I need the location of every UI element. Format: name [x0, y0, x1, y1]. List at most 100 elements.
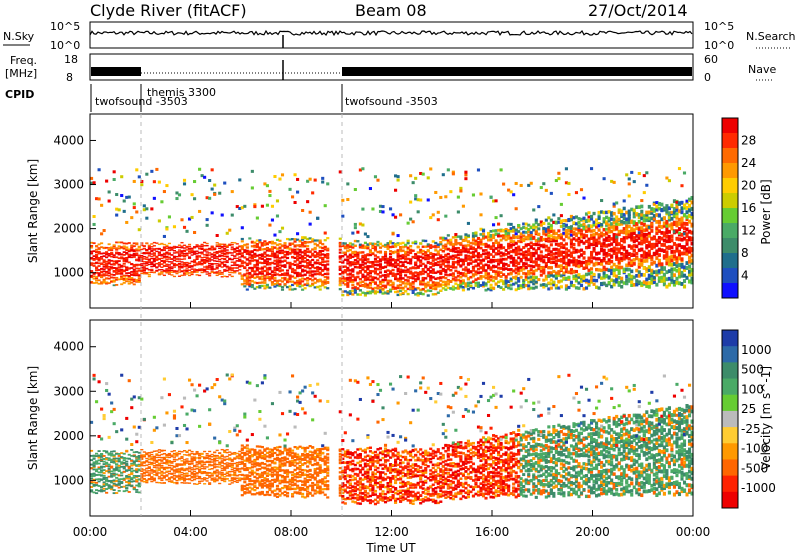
echo-cell: [540, 186, 543, 189]
beam-title: Beam 08: [355, 1, 427, 20]
echo-cell: [339, 288, 342, 290]
echo-cell: [346, 182, 349, 185]
power-heatmap: [90, 167, 694, 297]
echo-cell: [618, 269, 621, 273]
echo-cell: [120, 428, 123, 431]
echo-cell: [138, 278, 141, 280]
echo-cell: [183, 258, 186, 259]
echo-cell: [145, 242, 148, 243]
echo-cell: [500, 214, 503, 217]
echo-cell: [203, 176, 206, 179]
echo-cell: [545, 189, 548, 192]
echo-cell: [294, 240, 297, 242]
nave-top-tick: 60: [704, 53, 718, 66]
echo-cell: [414, 177, 417, 180]
echo-cell: [306, 245, 309, 247]
echo-cell: [464, 177, 467, 180]
echo-cell: [442, 173, 445, 176]
echo-cell: [193, 197, 196, 200]
echo-cell: [643, 191, 646, 194]
echo-cell: [392, 232, 395, 235]
echo-cell: [95, 400, 98, 403]
echo-cell: [213, 193, 216, 196]
echo-cell: [339, 170, 342, 173]
echo-cell: [670, 238, 673, 242]
echo-cell: [98, 168, 101, 171]
echo-cell: [316, 217, 319, 220]
echo-cell: [213, 255, 216, 256]
echo-cell: [600, 199, 603, 202]
echo-cell: [100, 242, 103, 244]
echo-cell: [188, 256, 191, 257]
echo-cell: [278, 178, 281, 181]
echo-cell: [432, 268, 435, 270]
echo-cell: [233, 255, 236, 256]
echo-cell: [268, 267, 271, 269]
echo-cell: [515, 207, 518, 210]
echo-cell: [623, 240, 626, 244]
echo-cell: [198, 275, 201, 276]
echo-cell: [110, 252, 113, 254]
y-tick-label: 4000: [53, 133, 84, 147]
echo-cell: [261, 273, 264, 275]
echo-cell: [93, 458, 96, 460]
echo-cell: [512, 257, 515, 260]
echo-cell: [170, 274, 173, 275]
nave-bottom-tick: 0: [704, 71, 711, 84]
echo-cell: [123, 263, 126, 265]
echo-cell: [419, 242, 422, 244]
echo-cell: [216, 234, 219, 237]
echo-cell: [196, 271, 199, 272]
echo-cell: [153, 261, 156, 262]
echo-cell: [120, 482, 123, 484]
echo-cell: [459, 242, 462, 245]
echo-cell: [608, 275, 611, 278]
echo-cell: [439, 241, 442, 243]
echo-cell: [241, 240, 244, 242]
echo-cell: [492, 279, 495, 282]
echo-cell: [201, 264, 204, 265]
echo-cell: [125, 463, 128, 465]
echo-cell: [449, 269, 452, 271]
echo-cell: [130, 449, 133, 451]
echo-cell: [165, 184, 168, 187]
echo-cell: [153, 252, 156, 253]
echo-cell: [603, 249, 606, 252]
echo-cell: [238, 259, 241, 260]
echo-cell: [582, 251, 585, 254]
echo-cell: [467, 288, 470, 291]
echo-cell: [444, 195, 447, 198]
echo-cell: [301, 209, 304, 212]
echo-cell: [339, 284, 342, 286]
echo-cell: [306, 200, 309, 203]
echo-cell: [600, 262, 603, 265]
echo-cell: [273, 175, 276, 178]
nsky-bottom-tick: 10^0: [50, 39, 80, 52]
echo-cell: [424, 240, 427, 242]
echo-cell: [447, 253, 450, 255]
echo-cell: [296, 232, 299, 235]
echo-cell: [268, 258, 271, 260]
echo-cell: [261, 268, 264, 270]
echo-cell: [407, 279, 410, 281]
echo-cell: [153, 180, 156, 183]
echo-cell: [108, 436, 111, 439]
echo-cell: [467, 222, 470, 225]
echo-cell: [567, 193, 570, 196]
echo-cell: [153, 245, 156, 246]
echo-cell: [474, 231, 477, 234]
echo-cell: [281, 227, 284, 230]
echo-cell: [361, 251, 364, 253]
echo-cell: [241, 226, 244, 229]
echo-cell: [243, 285, 246, 287]
echo-cell: [464, 173, 467, 176]
echo-cell: [231, 244, 234, 245]
echo-cell: [359, 289, 362, 291]
echo-cell: [326, 256, 329, 258]
echo-cell: [359, 278, 362, 280]
echo-cell: [361, 208, 364, 211]
echo-cell: [412, 181, 415, 184]
echo-cell: [158, 251, 161, 252]
echo-cell: [371, 207, 374, 210]
